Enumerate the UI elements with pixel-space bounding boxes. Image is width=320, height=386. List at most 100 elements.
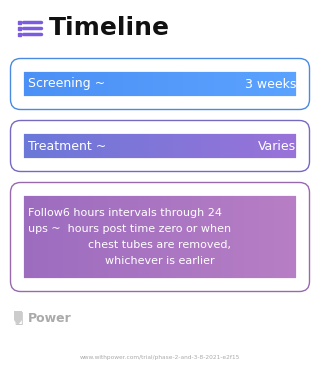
Bar	[70, 182, 72, 292]
Bar	[277, 182, 279, 292]
Bar	[233, 182, 235, 292]
Bar	[207, 58, 210, 110]
Bar	[278, 58, 280, 110]
Bar	[141, 58, 143, 110]
Bar	[283, 120, 285, 172]
Bar	[117, 182, 119, 292]
Bar	[271, 182, 273, 292]
Bar	[113, 58, 115, 110]
Bar	[161, 120, 163, 172]
Bar	[251, 58, 253, 110]
Bar	[79, 182, 81, 292]
Bar	[217, 120, 219, 172]
Bar	[111, 58, 113, 110]
Bar	[117, 58, 119, 110]
Bar	[33, 182, 35, 292]
Bar	[76, 182, 78, 292]
Bar	[131, 182, 132, 292]
Text: www.withpower.com/trial/phase-2-and-3-8-2021-e2f15: www.withpower.com/trial/phase-2-and-3-8-…	[80, 356, 240, 361]
Bar	[109, 182, 111, 292]
Bar	[310, 58, 312, 110]
Bar	[108, 58, 110, 110]
Bar	[239, 120, 241, 172]
Bar	[18, 120, 20, 172]
Bar	[203, 182, 205, 292]
Bar	[281, 120, 283, 172]
Bar	[198, 182, 200, 292]
Bar	[230, 58, 232, 110]
Bar	[24, 182, 26, 292]
Text: Timeline: Timeline	[49, 16, 170, 40]
Bar	[200, 58, 202, 110]
Bar	[64, 182, 66, 292]
Bar	[107, 120, 108, 172]
Bar	[188, 58, 190, 110]
Bar	[310, 120, 312, 172]
Bar	[170, 120, 172, 172]
Bar	[183, 182, 185, 292]
Bar	[173, 120, 175, 172]
Bar	[217, 182, 219, 292]
Bar	[217, 58, 219, 110]
Bar	[300, 58, 301, 110]
Bar	[284, 120, 286, 172]
Bar	[269, 182, 271, 292]
Bar	[250, 182, 252, 292]
Bar	[152, 58, 154, 110]
Bar	[36, 58, 38, 110]
Bar	[292, 182, 294, 292]
Bar	[108, 182, 110, 292]
Bar	[58, 58, 60, 110]
Bar	[177, 120, 179, 172]
Bar	[185, 182, 187, 292]
Bar	[162, 182, 164, 292]
Bar	[82, 120, 84, 172]
Bar	[146, 120, 148, 172]
Bar	[194, 182, 196, 292]
Bar	[167, 182, 169, 292]
Text: whichever is earlier: whichever is earlier	[105, 256, 215, 266]
Bar	[33, 58, 35, 110]
Bar	[75, 58, 77, 110]
Bar	[40, 58, 42, 110]
Bar	[200, 182, 202, 292]
Bar	[131, 58, 132, 110]
Bar	[275, 58, 277, 110]
Bar	[78, 58, 80, 110]
Text: Power: Power	[28, 312, 72, 325]
Bar	[103, 58, 106, 110]
Bar	[224, 120, 226, 172]
Bar	[174, 120, 176, 172]
Bar	[49, 58, 51, 110]
Bar	[93, 120, 95, 172]
Bar	[271, 120, 273, 172]
Bar	[102, 182, 104, 292]
Bar	[250, 58, 252, 110]
Bar	[196, 58, 197, 110]
Bar	[259, 182, 261, 292]
Bar	[144, 182, 146, 292]
Bar	[251, 120, 253, 172]
Bar	[259, 58, 261, 110]
Bar	[114, 58, 116, 110]
Bar	[185, 58, 187, 110]
Bar	[46, 58, 48, 110]
Bar	[287, 120, 289, 172]
Bar	[306, 120, 308, 172]
Bar	[236, 120, 238, 172]
Bar	[293, 120, 295, 172]
Bar	[203, 58, 205, 110]
Bar	[57, 58, 59, 110]
Bar	[42, 58, 44, 110]
Bar	[76, 120, 78, 172]
Bar	[301, 182, 303, 292]
Bar	[46, 182, 48, 292]
Bar	[93, 58, 95, 110]
Bar	[164, 120, 166, 172]
Bar	[186, 182, 188, 292]
Bar	[58, 182, 60, 292]
Bar	[81, 58, 83, 110]
Bar	[84, 58, 86, 110]
Bar	[96, 182, 98, 292]
Text: chest tubes are removed,: chest tubes are removed,	[89, 240, 231, 250]
